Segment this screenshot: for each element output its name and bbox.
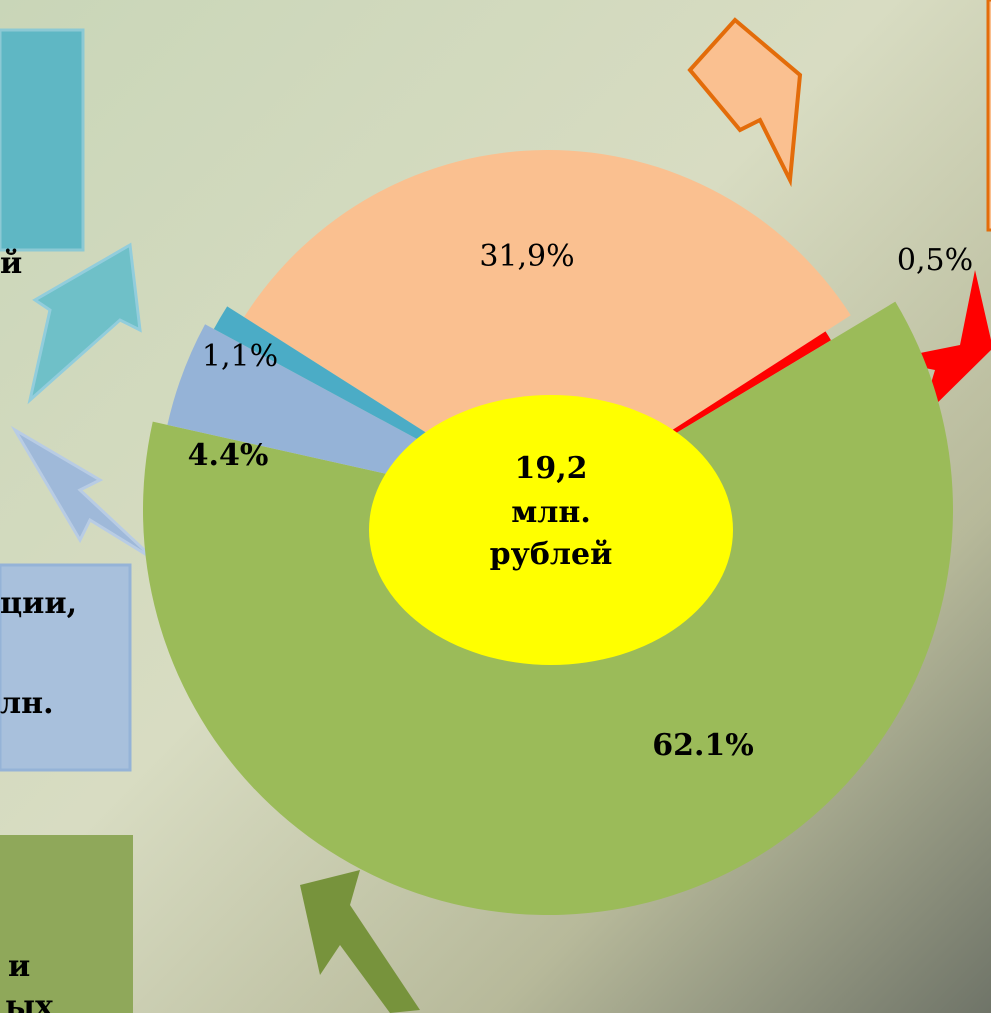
arrow (687, 17, 803, 188)
pie-slice (244, 149, 851, 510)
value-label: 4.4% (188, 438, 269, 473)
center-label: млн. (511, 495, 591, 530)
arrow (885, 270, 991, 420)
side-box (986, 0, 991, 232)
value-label: 1,1% (202, 339, 278, 374)
side-text: й (0, 246, 22, 281)
side-text: и (8, 949, 30, 984)
side-box (0, 563, 132, 772)
value-label: 31,9% (479, 239, 574, 274)
side-text: ых (5, 989, 54, 1013)
center-ellipse (369, 395, 733, 665)
arrow (27, 242, 142, 405)
center-label: рублей (490, 537, 613, 572)
side-box (0, 28, 85, 252)
side-box (0, 835, 133, 1013)
side-text: лн. (0, 686, 54, 721)
side-text: ции, (0, 586, 77, 621)
center-label: 19,2 (514, 451, 587, 486)
arrow (300, 870, 420, 1013)
value-label: 62.1% (652, 728, 754, 763)
value-label: 0,5% (897, 243, 973, 278)
